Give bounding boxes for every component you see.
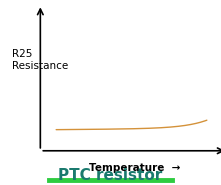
Text: PTC resistor: PTC resistor	[58, 168, 163, 183]
Text: R25
Resistance: R25 Resistance	[12, 49, 69, 71]
Text: Temperature  →: Temperature →	[89, 163, 181, 173]
